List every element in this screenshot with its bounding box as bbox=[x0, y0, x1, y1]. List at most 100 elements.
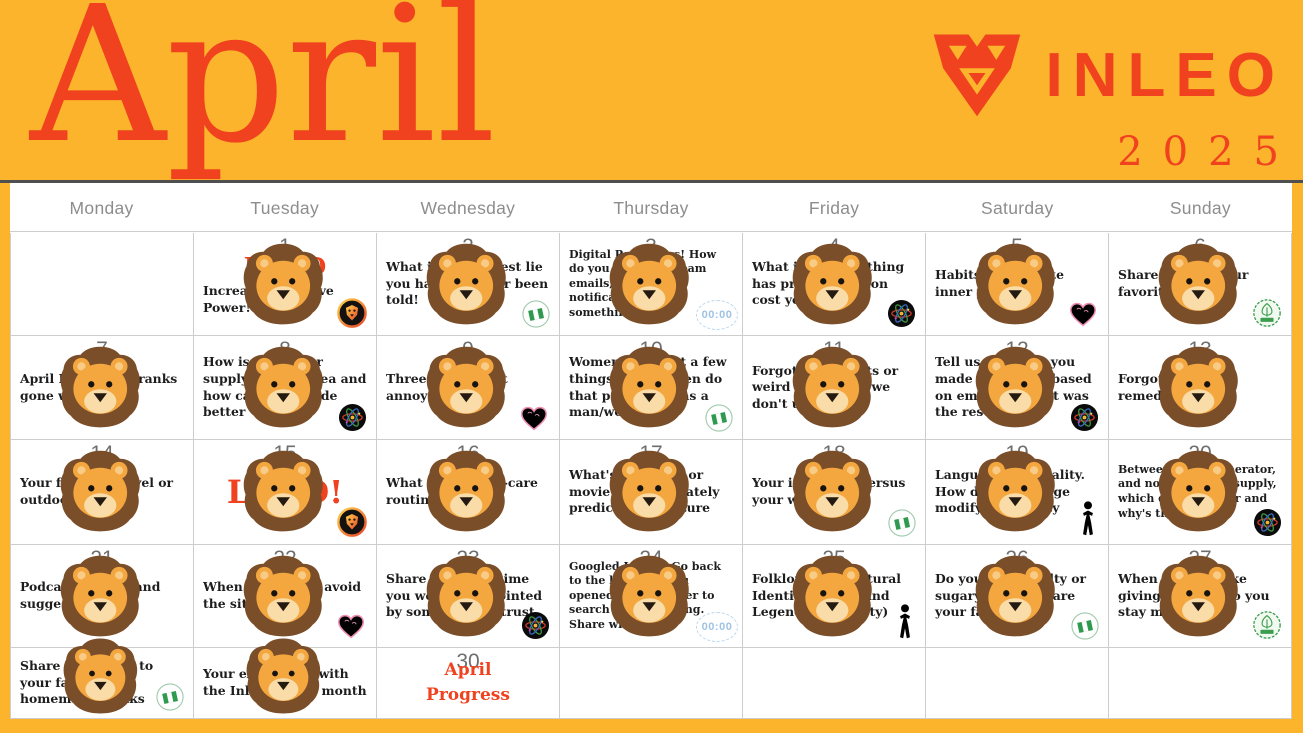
day-prompt-text: April Fools Day pranks gone wrong bbox=[20, 370, 178, 403]
calendar-cell-4: 4 What important thing has procrastinati… bbox=[743, 233, 926, 336]
atom-icon bbox=[338, 403, 367, 432]
day-prompt-text: Three things that annoy you bbox=[386, 370, 508, 403]
calendar-cell-empty bbox=[743, 648, 926, 719]
banner: INLEO 2025 bbox=[0, 0, 1303, 183]
day-prompt-text: What's one book or movie that accurately… bbox=[569, 467, 720, 516]
date-number: 6 bbox=[1194, 235, 1206, 258]
day-header-label: Thursday bbox=[613, 198, 689, 218]
person-icon bbox=[894, 604, 916, 640]
calendar-cell-29: 29 Your experience with the Inleo UI thi… bbox=[194, 638, 377, 719]
date-number: 15 bbox=[273, 442, 297, 465]
day-header-label: Monday bbox=[69, 198, 134, 218]
day-prompt-text: Language and reality. How does language … bbox=[935, 467, 1085, 516]
date-number: 27 bbox=[1188, 547, 1212, 570]
calendar-cell-27: 27 When you feel like giving up, how do … bbox=[1109, 545, 1292, 648]
day-header-label: Sunday bbox=[1169, 198, 1231, 218]
day-header-label: Wednesday bbox=[420, 198, 516, 218]
day-header-row: Monday Tuesday Wednesday Thursday Friday Satu… bbox=[10, 186, 1292, 232]
green-badge-icon bbox=[1252, 610, 1282, 640]
date-number: 5 bbox=[1011, 235, 1023, 258]
nigeria-flag-icon bbox=[705, 404, 733, 432]
day-prompt-text: Forgotten home remedies bbox=[1118, 370, 1229, 403]
date-number: 25 bbox=[822, 547, 846, 570]
day-header-label: Tuesday bbox=[250, 198, 319, 218]
calendar-cell-30: 30 April Progress bbox=[377, 648, 560, 719]
bottom-frame-strip bbox=[0, 719, 1303, 733]
brand-logo-block: INLEO 2025 bbox=[928, 26, 1285, 175]
cell-red-text: April Progress bbox=[426, 659, 510, 706]
heart-icon bbox=[518, 403, 550, 432]
day-prompt-text: Forgotten gadgets or weird inventions we… bbox=[752, 362, 899, 411]
calendar-cell-11: 11 Forgotten gadgets or weird inventions… bbox=[743, 336, 926, 440]
cell-red-text: LPUD! bbox=[226, 473, 344, 511]
calendar-cell-1: 1 HPUD Increase your Hive Power! bbox=[194, 233, 377, 336]
day-prompt-text: Your ideal date versus your worst date bbox=[752, 475, 906, 507]
day-prompt-text: Share with us your favorites bbox=[1118, 267, 1249, 299]
brand-wordmark: INLEO bbox=[1045, 41, 1285, 110]
date-number: 11 bbox=[823, 338, 845, 361]
calendar-cell-5: 5 Habits to cultivate inner peace bbox=[926, 233, 1109, 336]
calendar-grid: 1 HPUD Increase your Hive Power! 2 What … bbox=[10, 233, 1292, 719]
day-prompt-text: Your favorite travel or outdoor activity bbox=[20, 475, 174, 507]
date-number: 7 bbox=[96, 338, 108, 361]
inleo-lion-logo-icon bbox=[928, 26, 1026, 125]
timer-icon: 00:00 bbox=[696, 300, 738, 330]
day-prompt-text: Folklore and Cultural Identity (Myths an… bbox=[752, 571, 901, 620]
date-number: 14 bbox=[90, 442, 114, 465]
calendar-cell-8: 8 How is the power supply in your area a… bbox=[194, 336, 377, 440]
leo-badge-icon bbox=[337, 507, 367, 537]
calendar-cell-13: 13 Forgotten home remedies bbox=[1109, 336, 1292, 440]
cell-red-text: HPUD bbox=[243, 251, 327, 281]
green-badge-icon bbox=[1252, 298, 1282, 328]
day-header-label: Friday bbox=[808, 198, 860, 218]
calendar-cell-17: 17 What's one book or movie that accurat… bbox=[560, 440, 743, 545]
calendar-cell-26: 26 Do you prefer salty or sugary foods? … bbox=[926, 545, 1109, 648]
atom-icon bbox=[1253, 508, 1282, 537]
calendar-cell-18: 18 Your ideal date versus your worst dat… bbox=[743, 440, 926, 545]
calendar-cell-24: 24 Googled Lately? Go back to the last t… bbox=[560, 545, 743, 648]
day-header-label: Saturday bbox=[981, 198, 1054, 218]
calendar-cell-28: 28 Share the recipe to your favorite hom… bbox=[11, 638, 194, 719]
date-number: 19 bbox=[1005, 442, 1029, 465]
year-label: 2025 bbox=[1117, 129, 1299, 175]
date-number: 9 bbox=[462, 338, 474, 361]
heart-icon bbox=[1067, 299, 1099, 328]
date-number: 13 bbox=[1188, 338, 1212, 361]
calendar-cell-25: 25 Folklore and Cultural Identity (Myths… bbox=[743, 545, 926, 648]
date-number: 17 bbox=[639, 442, 663, 465]
day-prompt-text: When you had to avoid the situation bbox=[203, 579, 362, 611]
day-prompt-text: Your experience with the Inleo UI this m… bbox=[203, 666, 367, 698]
calendar-cell-21: 21 Podcast reviews and suggestions bbox=[11, 545, 194, 648]
date-number: 4 bbox=[828, 235, 840, 258]
nigeria-flag-icon bbox=[156, 683, 184, 711]
date-number: 18 bbox=[822, 442, 846, 465]
calendar-cell-10: 10 Women/Men, list a few things men/wome… bbox=[560, 336, 743, 440]
calendar-cell-empty bbox=[1109, 648, 1292, 719]
calendar-cell-19: 19 Language and reality. How does langua… bbox=[926, 440, 1109, 545]
atom-icon bbox=[521, 611, 550, 640]
calendar-cell-2: 2 What is the biggest lie you have heard… bbox=[377, 233, 560, 336]
date-number: 30 bbox=[456, 650, 480, 673]
calendar-cell-empty bbox=[11, 233, 194, 336]
date-number: 2 bbox=[462, 235, 474, 258]
calendar-cell-3: 3 Digital Pet Peeves! How do you deal wi… bbox=[560, 233, 743, 336]
day-prompt-text: Habits to cultivate inner peace bbox=[935, 267, 1064, 299]
date-number: 16 bbox=[456, 442, 480, 465]
atom-icon bbox=[887, 299, 916, 328]
calendar-cell-22: 22 When you had to avoid the situation bbox=[194, 545, 377, 648]
leo-badge-icon bbox=[337, 298, 367, 328]
date-number: 22 bbox=[273, 547, 297, 570]
calendar-cell-6: 6 Share with us your favorites bbox=[1109, 233, 1292, 336]
heart-icon bbox=[335, 611, 367, 640]
nigeria-flag-icon bbox=[522, 300, 550, 328]
calendar-cell-12: 12 Tell us of a time you made a decision… bbox=[926, 336, 1109, 440]
day-prompt-text: What is your self-care routine? bbox=[386, 475, 538, 507]
calendar-cell-9: 9 Three things that annoy you bbox=[377, 336, 560, 440]
right-frame-strip bbox=[1292, 183, 1303, 733]
date-number: 21 bbox=[90, 547, 114, 570]
calendar-cell-20: 20 Between solar, generator, and normal … bbox=[1109, 440, 1292, 545]
left-frame-strip bbox=[0, 183, 10, 733]
nigeria-flag-icon bbox=[1071, 612, 1099, 640]
calendar-cell-14: 14 Your favorite travel or outdoor activ… bbox=[11, 440, 194, 545]
